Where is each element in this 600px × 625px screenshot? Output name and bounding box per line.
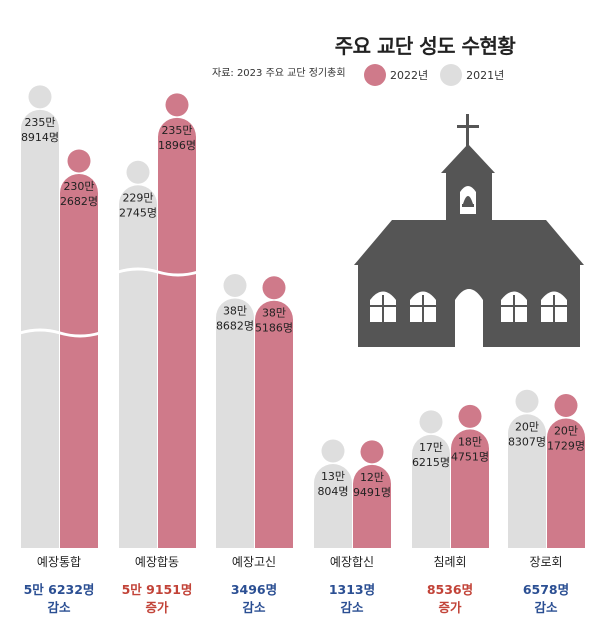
change-direction-0: 감소 <box>47 600 71 615</box>
bar-head-2022-2 <box>262 276 286 300</box>
value-label-2021-3-1: 804명 <box>317 485 348 498</box>
change-amount-3: 1313명 <box>328 582 376 597</box>
change-direction-3: 감소 <box>340 600 364 615</box>
bar-2022-5 <box>547 418 585 548</box>
legend-label-2021: 2021년 <box>466 69 505 82</box>
bar-2021-4 <box>412 434 450 548</box>
value-label-2021-4-1: 6215명 <box>412 456 450 469</box>
bar-head-2021-1 <box>126 160 150 184</box>
value-label-2022-0-0: 230만 <box>63 180 94 193</box>
bar-2022-3 <box>353 464 391 548</box>
bar-head-2021-4 <box>419 410 443 434</box>
bar-2021-2 <box>216 298 254 548</box>
value-label-2022-1-0: 235만 <box>161 124 192 137</box>
value-label-2022-3-1: 9491명 <box>353 486 391 499</box>
bar-head-2022-0 <box>67 149 91 173</box>
bar-head-2022-4 <box>458 404 482 428</box>
value-label-2022-5-1: 1729명 <box>547 439 585 452</box>
value-label-2021-4-0: 17만 <box>419 441 443 454</box>
axis-break-1 <box>117 267 199 277</box>
axis-break-0 <box>19 328 101 338</box>
category-label-5: 장로회 <box>529 555 563 569</box>
value-label-2022-1-1: 1896명 <box>158 139 196 152</box>
value-label-2021-1-0: 229만 <box>122 191 153 204</box>
value-label-2022-4-1: 4751명 <box>451 450 489 463</box>
chart-title: 주요 교단 성도 수현황 <box>334 34 516 58</box>
value-label-2021-2-0: 38만 <box>223 304 247 317</box>
value-label-2022-4-0: 18만 <box>458 435 482 448</box>
value-label-2021-0-1: 8914명 <box>21 131 59 144</box>
change-direction-5: 감소 <box>534 600 558 615</box>
value-label-2021-5-0: 20만 <box>515 420 539 433</box>
change-amount-4: 8536명 <box>426 582 474 597</box>
bar-head-2022-1 <box>165 93 189 117</box>
source-note: 자료: 2023 주요 교단 정기총회 <box>212 68 346 79</box>
change-direction-1: 증가 <box>145 600 169 615</box>
value-label-2022-3-0: 12만 <box>360 471 384 484</box>
legend-swatch-2022 <box>364 64 386 86</box>
bar-2022-0 <box>60 173 98 548</box>
change-amount-1: 5만 9151명 <box>121 582 193 597</box>
category-label-0: 예장통합 <box>36 555 82 569</box>
bar-2021-3 <box>314 464 352 548</box>
category-label-1: 예장합동 <box>134 555 180 569</box>
bar-2021-1 <box>119 185 157 549</box>
legend-label-2022: 2022년 <box>390 69 429 82</box>
legend: 2022년 2021년 <box>364 64 504 86</box>
category-label-2: 예장고신 <box>231 555 277 569</box>
bar-head-2021-3 <box>321 439 345 463</box>
value-label-2021-5-1: 8307명 <box>508 435 546 448</box>
value-label-2022-5-0: 20만 <box>554 424 578 437</box>
bar-2022-1 <box>158 117 196 548</box>
bar-head-2021-0 <box>28 85 52 109</box>
category-label-4: 침례회 <box>433 555 467 569</box>
change-direction-2: 감소 <box>242 600 266 615</box>
value-label-2022-2-1: 5186명 <box>255 322 293 335</box>
value-label-2022-2-0: 38만 <box>262 307 286 320</box>
value-label-2021-3-0: 13만 <box>321 470 345 483</box>
value-label-2021-2-1: 8682명 <box>216 319 254 332</box>
bar-head-2022-5 <box>554 393 578 417</box>
change-amount-5: 6578명 <box>522 582 570 597</box>
bar-2022-2 <box>255 300 293 548</box>
value-label-2021-0-0: 235만 <box>24 116 55 129</box>
value-label-2021-1-1: 2745명 <box>119 206 157 219</box>
bar-head-2021-5 <box>515 389 539 413</box>
church-illustration <box>354 114 584 347</box>
bar-head-2022-3 <box>360 440 384 464</box>
change-direction-4: 증가 <box>438 600 462 615</box>
bar-head-2021-2 <box>223 273 247 297</box>
change-amount-2: 3496명 <box>230 582 278 597</box>
bar-2021-5 <box>508 414 546 548</box>
value-label-2022-0-1: 2682명 <box>60 195 98 208</box>
bar-2022-4 <box>451 429 489 548</box>
change-amount-0: 5만 6232명 <box>23 582 95 597</box>
legend-swatch-2021 <box>440 64 463 86</box>
category-label-3: 예장합신 <box>329 555 375 569</box>
